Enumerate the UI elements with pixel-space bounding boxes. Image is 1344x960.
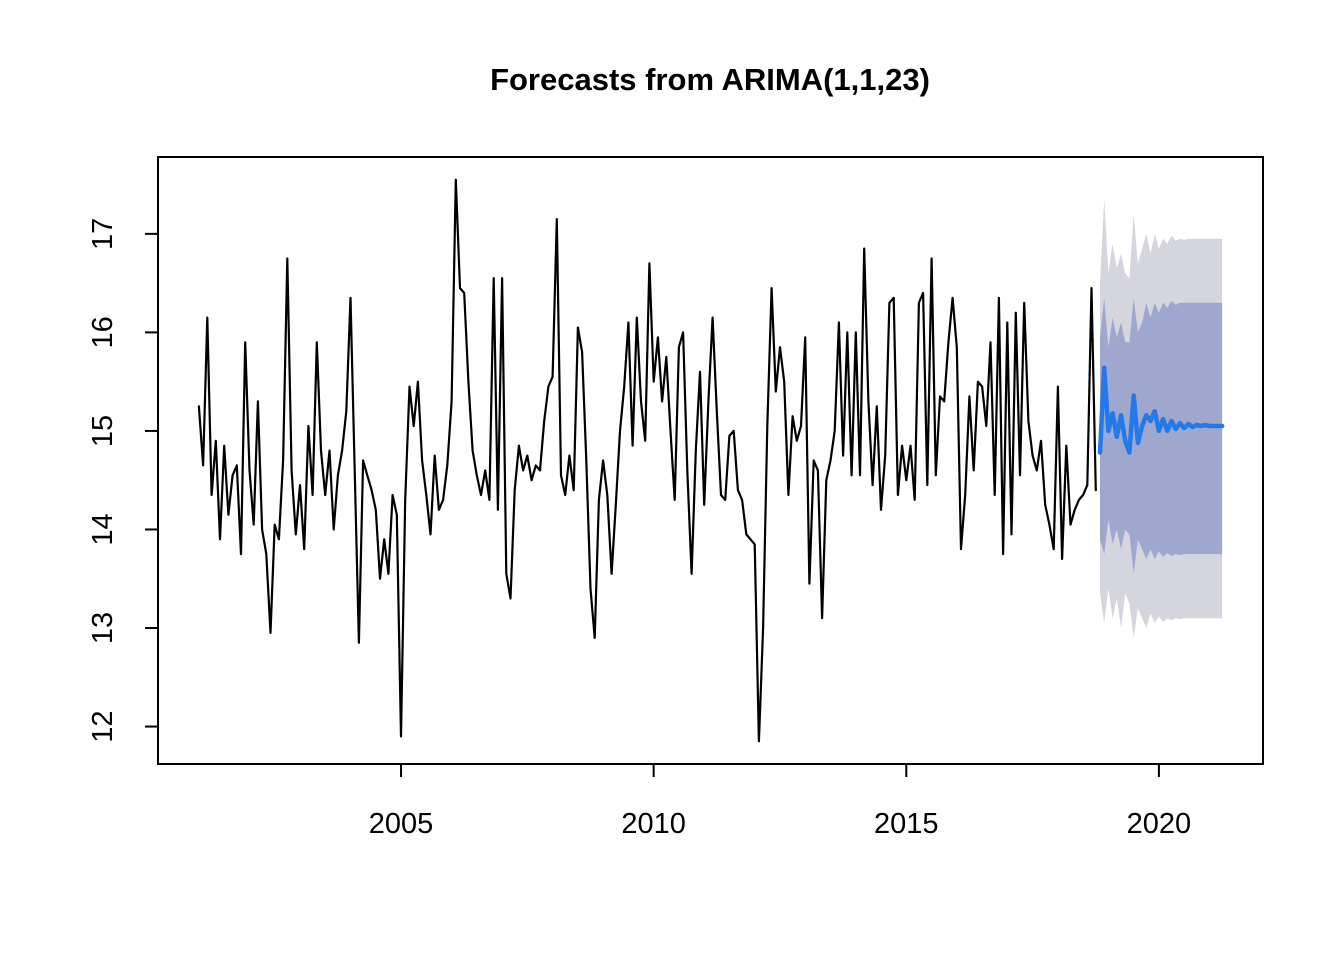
observed-series-line	[197, 178, 1097, 743]
forecast-interval-80-band	[1100, 297, 1223, 574]
y-tick-label: 14	[87, 513, 119, 545]
x-tick-label: 2015	[874, 808, 939, 840]
y-tick-label: 12	[87, 710, 119, 742]
y-tick-label: 15	[87, 415, 119, 447]
y-tick-label: 16	[87, 316, 119, 348]
y-tick-label: 13	[87, 612, 119, 644]
y-tick-label: 17	[87, 218, 119, 250]
plot-area	[158, 157, 1263, 764]
x-axis: 2005 2010 2015 2020	[369, 764, 1191, 840]
x-tick-label: 2020	[1127, 808, 1192, 840]
x-tick-label: 2010	[621, 808, 686, 840]
forecast-mean-line	[1097, 365, 1225, 455]
chart-title: Forecasts from ARIMA(1,1,23)	[490, 62, 930, 97]
y-axis: 12 13 14 15 16 17	[87, 218, 158, 743]
plot-frame	[157, 156, 1264, 765]
x-tick-label: 2005	[369, 808, 434, 840]
